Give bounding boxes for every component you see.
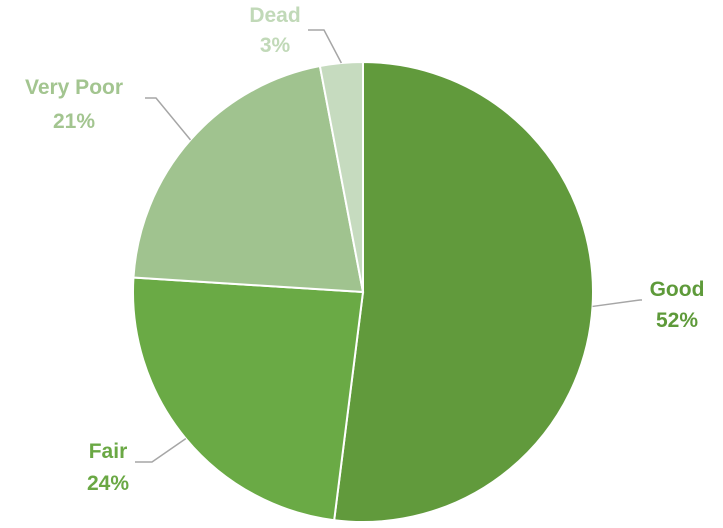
leader-line-fair xyxy=(135,437,187,463)
leader-line-dead xyxy=(308,29,343,64)
data-label-category-very-poor: Very Poor xyxy=(25,76,123,99)
pie-slice-good xyxy=(333,60,594,523)
data-label-value-dead: 3% xyxy=(260,34,291,57)
data-label-category-dead: Dead xyxy=(249,4,300,27)
data-label-category-fair: Fair xyxy=(89,440,128,463)
pie-slice-very-poor xyxy=(132,64,365,294)
leader-line-good xyxy=(592,299,642,308)
data-label-value-very-poor: 21% xyxy=(53,110,95,133)
pie-slice-fair xyxy=(132,276,365,522)
leader-line-very-poor xyxy=(145,97,192,141)
data-label-value-fair: 24% xyxy=(87,472,129,495)
data-label-category-good: Good xyxy=(650,278,705,301)
data-label-value-good: 52% xyxy=(656,309,698,332)
